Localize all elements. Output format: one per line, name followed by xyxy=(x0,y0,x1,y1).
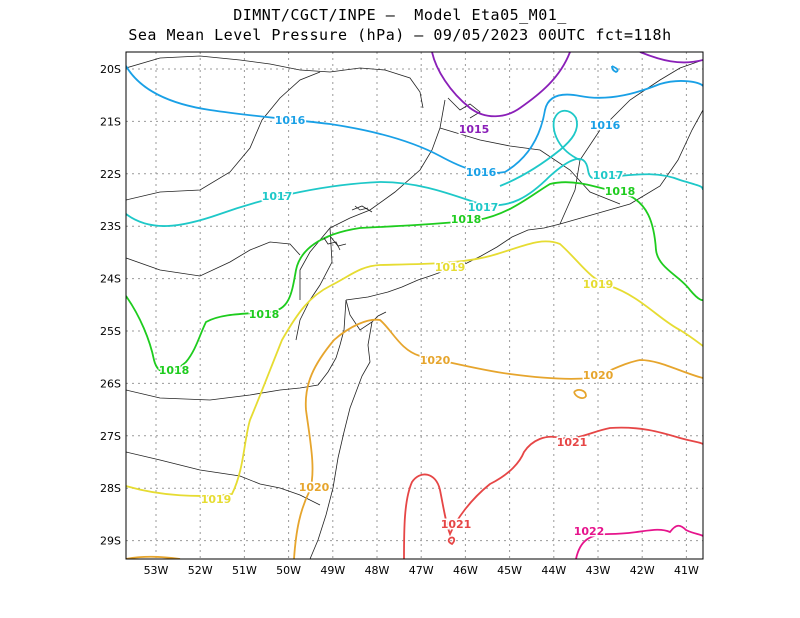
lon-label: 53W xyxy=(144,564,169,577)
lat-label: 26S xyxy=(100,377,121,390)
isobar-1021-loop xyxy=(447,536,456,546)
contour-label-1016: 1016 xyxy=(466,166,497,179)
isobar-1020-loop xyxy=(573,389,587,399)
isobar-1021 xyxy=(403,426,703,559)
lat-label: 20S xyxy=(100,63,121,76)
isobar-1016-loop xyxy=(611,65,619,74)
lon-label: 46W xyxy=(453,564,478,577)
isobar-1015-b xyxy=(639,52,703,64)
contour-label-1018: 1018 xyxy=(451,213,482,226)
lon-label: 44W xyxy=(541,564,566,577)
contour-label-1021: 1021 xyxy=(441,518,472,531)
lon-label: 52W xyxy=(188,564,213,577)
contour-label-1018: 1018 xyxy=(159,364,190,377)
grid-lines xyxy=(126,52,703,559)
contour-labels: 1015101610161016101710171017101810181018… xyxy=(157,113,637,540)
isobar-1020 xyxy=(293,318,703,559)
contour-label-1020: 1020 xyxy=(299,481,330,494)
lon-label: 47W xyxy=(409,564,434,577)
contour-label-1019: 1019 xyxy=(583,278,614,291)
chart-title-line1: DIMNT/CGCT/INPE — Model Eta05_M01_ xyxy=(233,6,567,24)
lake-icon xyxy=(323,205,369,251)
contour-label-1019: 1019 xyxy=(435,261,466,274)
lat-label: 25S xyxy=(100,325,121,338)
isobar-1020-south xyxy=(126,555,181,559)
lon-label: 41W xyxy=(674,564,699,577)
lat-label: 21S xyxy=(100,115,121,128)
isobar-1016-west xyxy=(126,65,703,174)
contour-label-1018: 1018 xyxy=(249,308,280,321)
lat-label: 23S xyxy=(100,220,121,233)
isobar-1015 xyxy=(431,52,571,118)
contour-label-1018: 1018 xyxy=(605,185,636,198)
lon-label: 43W xyxy=(586,564,611,577)
lon-label: 49W xyxy=(320,564,345,577)
isobars xyxy=(126,52,703,559)
contour-label-1021: 1021 xyxy=(557,436,588,449)
isobar-1018 xyxy=(126,181,703,374)
isobar-1017 xyxy=(126,158,703,227)
plot-frame xyxy=(125,51,704,560)
chart-title-line2: Sea Mean Level Pressure (hPa) — 09/05/20… xyxy=(128,26,672,44)
contour-label-1016: 1016 xyxy=(590,119,621,132)
lat-label: 29S xyxy=(100,535,121,548)
lon-label: 50W xyxy=(276,564,301,577)
coastline-and-borders xyxy=(126,55,703,559)
contour-label-1017: 1017 xyxy=(262,190,293,203)
lat-label: 24S xyxy=(100,273,121,286)
lat-label: 28S xyxy=(100,482,121,495)
latitude-labels: 20S 21S 22S 23S 24S 25S 26S 27S 28S 29S xyxy=(100,63,121,548)
contour-label-1017: 1017 xyxy=(468,201,499,214)
contour-label-1019: 1019 xyxy=(201,493,232,506)
contour-label-1020: 1020 xyxy=(583,369,614,382)
isobar-1019 xyxy=(126,240,703,497)
lon-label: 48W xyxy=(365,564,390,577)
isobar-1022 xyxy=(575,524,703,559)
lat-label: 22S xyxy=(100,168,121,181)
lon-label: 42W xyxy=(630,564,655,577)
isobar-1017-b xyxy=(499,109,581,187)
lat-label: 27S xyxy=(100,430,121,443)
contour-label-1017: 1017 xyxy=(593,169,624,182)
contour-label-1022: 1022 xyxy=(574,525,605,538)
lon-label: 45W xyxy=(497,564,522,577)
contour-label-1016: 1016 xyxy=(275,114,306,127)
longitude-labels: 53W 52W 51W 50W 49W 48W 47W 46W 45W 44W 43W 42W 41W xyxy=(144,564,699,577)
contour-label-1015: 1015 xyxy=(459,123,490,136)
contour-label-1020: 1020 xyxy=(420,354,451,367)
lon-label: 51W xyxy=(232,564,257,577)
